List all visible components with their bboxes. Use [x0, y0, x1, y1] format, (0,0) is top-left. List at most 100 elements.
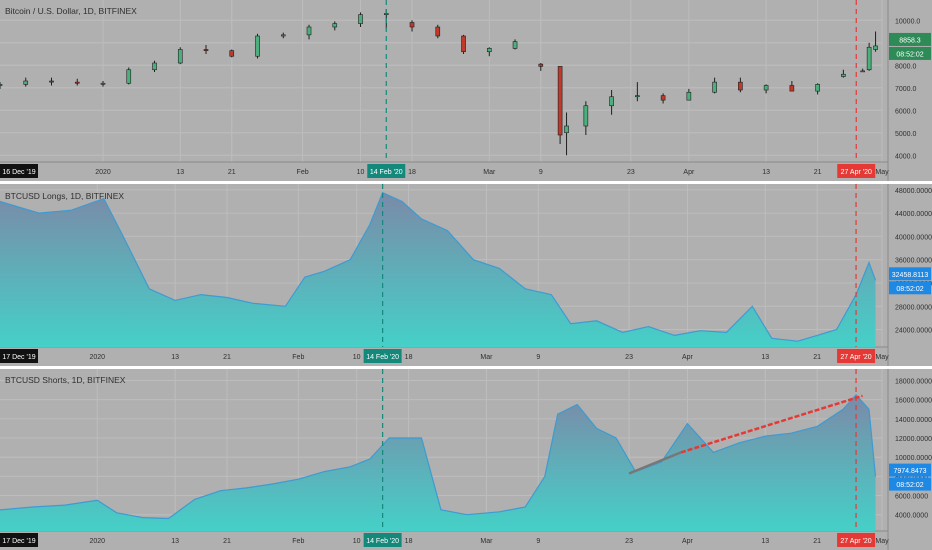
area-fill [0, 394, 876, 531]
pane-separators [0, 181, 932, 369]
candle-body [203, 49, 209, 51]
x-tick-label: 13 [761, 538, 769, 545]
x-tick-label: Apr [683, 169, 695, 176]
x-tick-label: 13 [171, 354, 179, 361]
area-line [0, 191, 877, 342]
x-tick-label: 10 [357, 169, 365, 176]
candle-body [409, 22, 415, 28]
x-tick-label: 18 [405, 354, 413, 361]
x-tick-label: May [875, 354, 889, 361]
y-tick-label: 14000.0000 [895, 417, 932, 424]
countdown-label: 08:52:02 [896, 482, 923, 489]
x-tick-label: 10 [353, 538, 361, 545]
shorts-pane[interactable]: BTCUSD Shorts, 1D, BITFINEX 18000.0000 16… [0, 369, 932, 550]
candle-body [280, 34, 286, 37]
longs-pane-x-axis: 2020 13 21 Feb 10 18 Mar 9 23 Apr 13 21 May 17 Dec '1… [0, 349, 889, 363]
price-pane-plot [0, 9, 878, 156]
countdown-label: 08:52:02 [896, 51, 923, 58]
candle-body [229, 50, 235, 57]
last-value-badge [889, 32, 931, 46]
countdown-badge [889, 477, 931, 491]
last-value-label: 8858.3 [899, 37, 921, 44]
x-tick-label: 23 [625, 538, 633, 545]
last-value-badge [889, 463, 931, 477]
x-tick-label: Mar [480, 354, 493, 361]
x-tick-label: 21 [814, 169, 822, 176]
countdown-badge [889, 281, 931, 295]
x-tick-label: 9 [536, 538, 540, 545]
candle-body [358, 14, 363, 24]
countdown-label: 08:52:02 [896, 286, 923, 293]
x-tick-label: Feb [292, 538, 304, 545]
price-pane-x-axis: 2020 13 21 Feb 10 18 Mar 9 23 Apr 13 21 May 16 Dec '1… [0, 164, 889, 178]
pane-separator[interactable] [0, 366, 932, 369]
candle-body [461, 35, 466, 53]
candle-body [126, 69, 132, 84]
price-pane-y-axis: 10000.09000.08000.07000.06000.05000.0400… [889, 18, 931, 160]
x-tick-label: 21 [813, 354, 821, 361]
candle-body [583, 105, 589, 127]
candle-body [841, 73, 846, 77]
candle-body [255, 35, 260, 57]
x-tick-label: Apr [682, 354, 694, 361]
start-date-label: 17 Dec '19 [2, 354, 35, 361]
candle-body [609, 96, 614, 107]
candle-body [74, 81, 80, 84]
marker-label-teal: 14 Feb '20 [366, 538, 399, 545]
y-tick-label: 6000.0 [895, 108, 917, 115]
candle-body [512, 41, 518, 49]
last-value-label: 32458.8113 [892, 272, 929, 279]
candle-body [557, 66, 563, 136]
x-tick-label: May [875, 169, 889, 176]
candle-body [177, 49, 183, 64]
candle-body [789, 85, 795, 92]
marker-chip-red [837, 533, 876, 547]
marker-chip-teal [363, 349, 402, 363]
marker-label-teal: 14 Feb '20 [370, 169, 403, 176]
price-pane-title: Bitcoin / U.S. Dollar, 1D, BITFINEX [5, 6, 137, 16]
candle-body [538, 63, 544, 67]
x-tick-label: 2020 [89, 354, 105, 361]
x-tick-label: Apr [682, 538, 694, 545]
y-tick-label: 5000.0 [895, 131, 917, 138]
shorts-pane-y-axis: 18000.0000 16000.0000 14000.0000 12000.0000… [889, 379, 932, 520]
vertical-markers: 14 Feb '20 27 Apr '20 14 Feb '20 27 Apr '20… [363, 0, 876, 547]
candle-body [0, 84, 3, 86]
x-tick-label: Mar [483, 169, 496, 176]
candle-body [152, 62, 157, 71]
x-tick-label: 13 [176, 169, 184, 176]
candle-body [100, 82, 106, 85]
x-tick-label: 21 [223, 538, 231, 545]
last-value-label: 7974.8473 [893, 468, 926, 475]
candle-body [564, 125, 569, 134]
x-tick-label: 23 [627, 169, 635, 176]
y-tick-label: 18000.0000 [895, 379, 932, 386]
trendline-grey-segment[interactable] [628, 451, 682, 475]
candle-body [635, 95, 640, 98]
candle-body [866, 46, 872, 71]
y-tick-label: 8000.0 [895, 63, 917, 70]
candle-body [815, 84, 820, 92]
trendline-red-segment[interactable] [680, 394, 863, 454]
x-tick-label: 9 [536, 354, 540, 361]
x-tick-label: 18 [408, 169, 416, 176]
candle-body [332, 23, 338, 28]
y-tick-label: 48000.0000 [895, 188, 932, 195]
countdown-badge [889, 46, 931, 60]
candle-body [435, 26, 441, 37]
y-tick-label: 10000.0 [895, 18, 920, 25]
candle-body [712, 81, 717, 93]
pane-separator[interactable] [0, 181, 932, 184]
longs-pane[interactable]: BTCUSD Longs, 1D, BITFINEX 48000.0000 440… [0, 184, 932, 366]
x-tick-label: 13 [171, 538, 179, 545]
y-tick-label: 4000.0000 [895, 513, 928, 520]
price-pane[interactable]: Bitcoin / U.S. Dollar, 1D, BITFINEX 1000… [0, 0, 931, 181]
start-date-chip [0, 349, 38, 363]
candle-body [306, 26, 312, 36]
candle-body [763, 85, 769, 91]
candle-body [660, 95, 666, 101]
candle-body [873, 45, 878, 50]
x-tick-label: 2020 [95, 169, 111, 176]
longs-pane-y-axis: 48000.0000 44000.0000 40000.0000 36000.0000… [889, 188, 932, 335]
